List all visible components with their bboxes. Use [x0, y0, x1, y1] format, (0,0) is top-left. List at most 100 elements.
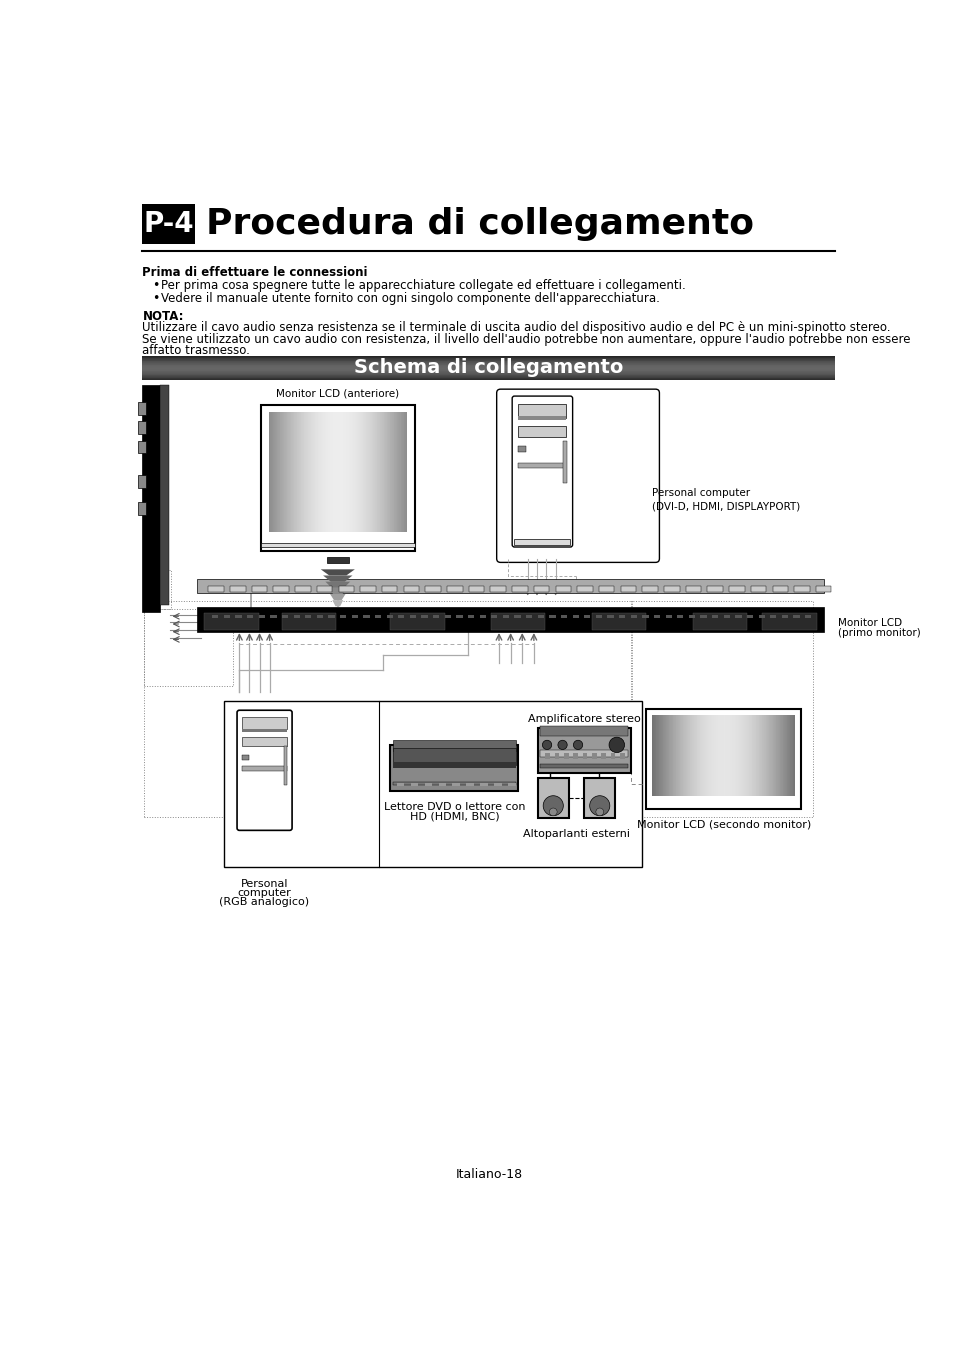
- Bar: [750, 586, 765, 591]
- Bar: [630, 601, 812, 817]
- Bar: [746, 614, 753, 618]
- Text: HD (HDMI, BNC): HD (HDMI, BNC): [409, 811, 498, 821]
- Bar: [735, 614, 740, 618]
- FancyBboxPatch shape: [497, 389, 659, 563]
- Bar: [781, 614, 787, 618]
- Bar: [539, 749, 628, 757]
- Bar: [572, 614, 578, 618]
- Bar: [620, 586, 636, 591]
- Bar: [596, 614, 601, 618]
- Bar: [393, 748, 516, 765]
- Bar: [688, 614, 695, 618]
- Bar: [196, 579, 823, 593]
- Bar: [294, 586, 311, 591]
- Bar: [305, 614, 311, 618]
- Bar: [397, 614, 404, 618]
- Bar: [479, 614, 485, 618]
- Bar: [137, 421, 146, 433]
- Bar: [534, 586, 549, 591]
- Polygon shape: [332, 601, 343, 606]
- Bar: [514, 614, 520, 618]
- Text: Vedere il manuale utente fornito con ogni singolo componente dell'apparecchiatur: Vedere il manuale utente fornito con ogn…: [161, 292, 659, 305]
- Bar: [230, 586, 245, 591]
- Bar: [815, 586, 831, 591]
- Text: Monitor LCD: Monitor LCD: [838, 618, 902, 628]
- Bar: [363, 614, 369, 618]
- FancyBboxPatch shape: [512, 396, 572, 547]
- Bar: [403, 586, 418, 591]
- Bar: [204, 613, 258, 630]
- Bar: [514, 539, 570, 544]
- Text: (RGB analogico): (RGB analogico): [219, 898, 310, 907]
- Bar: [772, 586, 787, 591]
- Bar: [555, 586, 571, 591]
- Bar: [517, 427, 566, 437]
- Polygon shape: [323, 575, 353, 582]
- Bar: [577, 586, 592, 591]
- Bar: [328, 614, 335, 618]
- Bar: [224, 614, 230, 618]
- Bar: [421, 614, 427, 618]
- Bar: [137, 502, 146, 514]
- Bar: [517, 416, 566, 420]
- Bar: [393, 761, 516, 768]
- Bar: [491, 613, 545, 630]
- Bar: [242, 767, 286, 771]
- Bar: [375, 614, 381, 618]
- Text: Altoparlanti esterni: Altoparlanti esterni: [522, 829, 629, 838]
- Bar: [247, 614, 253, 618]
- Bar: [274, 586, 289, 591]
- Bar: [270, 614, 276, 618]
- Bar: [545, 753, 550, 759]
- Bar: [761, 613, 816, 630]
- Bar: [468, 614, 474, 618]
- Circle shape: [549, 809, 557, 815]
- Bar: [641, 614, 648, 618]
- Bar: [224, 701, 641, 867]
- Bar: [386, 614, 393, 618]
- Bar: [425, 586, 440, 591]
- Bar: [142, 204, 195, 244]
- Bar: [468, 586, 484, 591]
- Bar: [352, 614, 357, 618]
- Bar: [769, 614, 776, 618]
- Bar: [700, 614, 706, 618]
- Bar: [663, 586, 679, 591]
- Bar: [517, 446, 525, 452]
- Polygon shape: [325, 582, 350, 587]
- Bar: [410, 783, 418, 786]
- Bar: [444, 614, 451, 618]
- Bar: [390, 745, 517, 791]
- Circle shape: [558, 740, 567, 749]
- Bar: [723, 614, 729, 618]
- Bar: [607, 614, 613, 618]
- Text: •: •: [152, 292, 159, 305]
- Bar: [144, 601, 632, 817]
- Bar: [410, 614, 416, 618]
- Bar: [252, 586, 267, 591]
- Bar: [424, 783, 432, 786]
- Bar: [316, 586, 332, 591]
- Bar: [360, 586, 375, 591]
- Bar: [610, 753, 615, 759]
- Bar: [582, 753, 587, 759]
- Text: Amplificatore stereo: Amplificatore stereo: [527, 714, 640, 724]
- Text: Per prima cosa spegnere tutte le apparecchiature collegate ed effettuare i colle: Per prima cosa spegnere tutte le apparec…: [161, 279, 685, 292]
- Bar: [563, 753, 568, 759]
- Bar: [630, 614, 637, 618]
- Bar: [137, 402, 146, 414]
- Bar: [525, 614, 532, 618]
- Bar: [242, 755, 249, 760]
- Bar: [641, 586, 658, 591]
- Bar: [592, 613, 645, 630]
- Bar: [466, 783, 474, 786]
- Bar: [549, 614, 555, 618]
- Bar: [794, 586, 809, 591]
- Polygon shape: [330, 594, 345, 601]
- Bar: [393, 740, 516, 751]
- Bar: [447, 586, 462, 591]
- Text: Monitor LCD (secondo monitor): Monitor LCD (secondo monitor): [636, 819, 810, 830]
- Circle shape: [608, 737, 624, 752]
- Bar: [327, 558, 348, 563]
- Bar: [512, 586, 527, 591]
